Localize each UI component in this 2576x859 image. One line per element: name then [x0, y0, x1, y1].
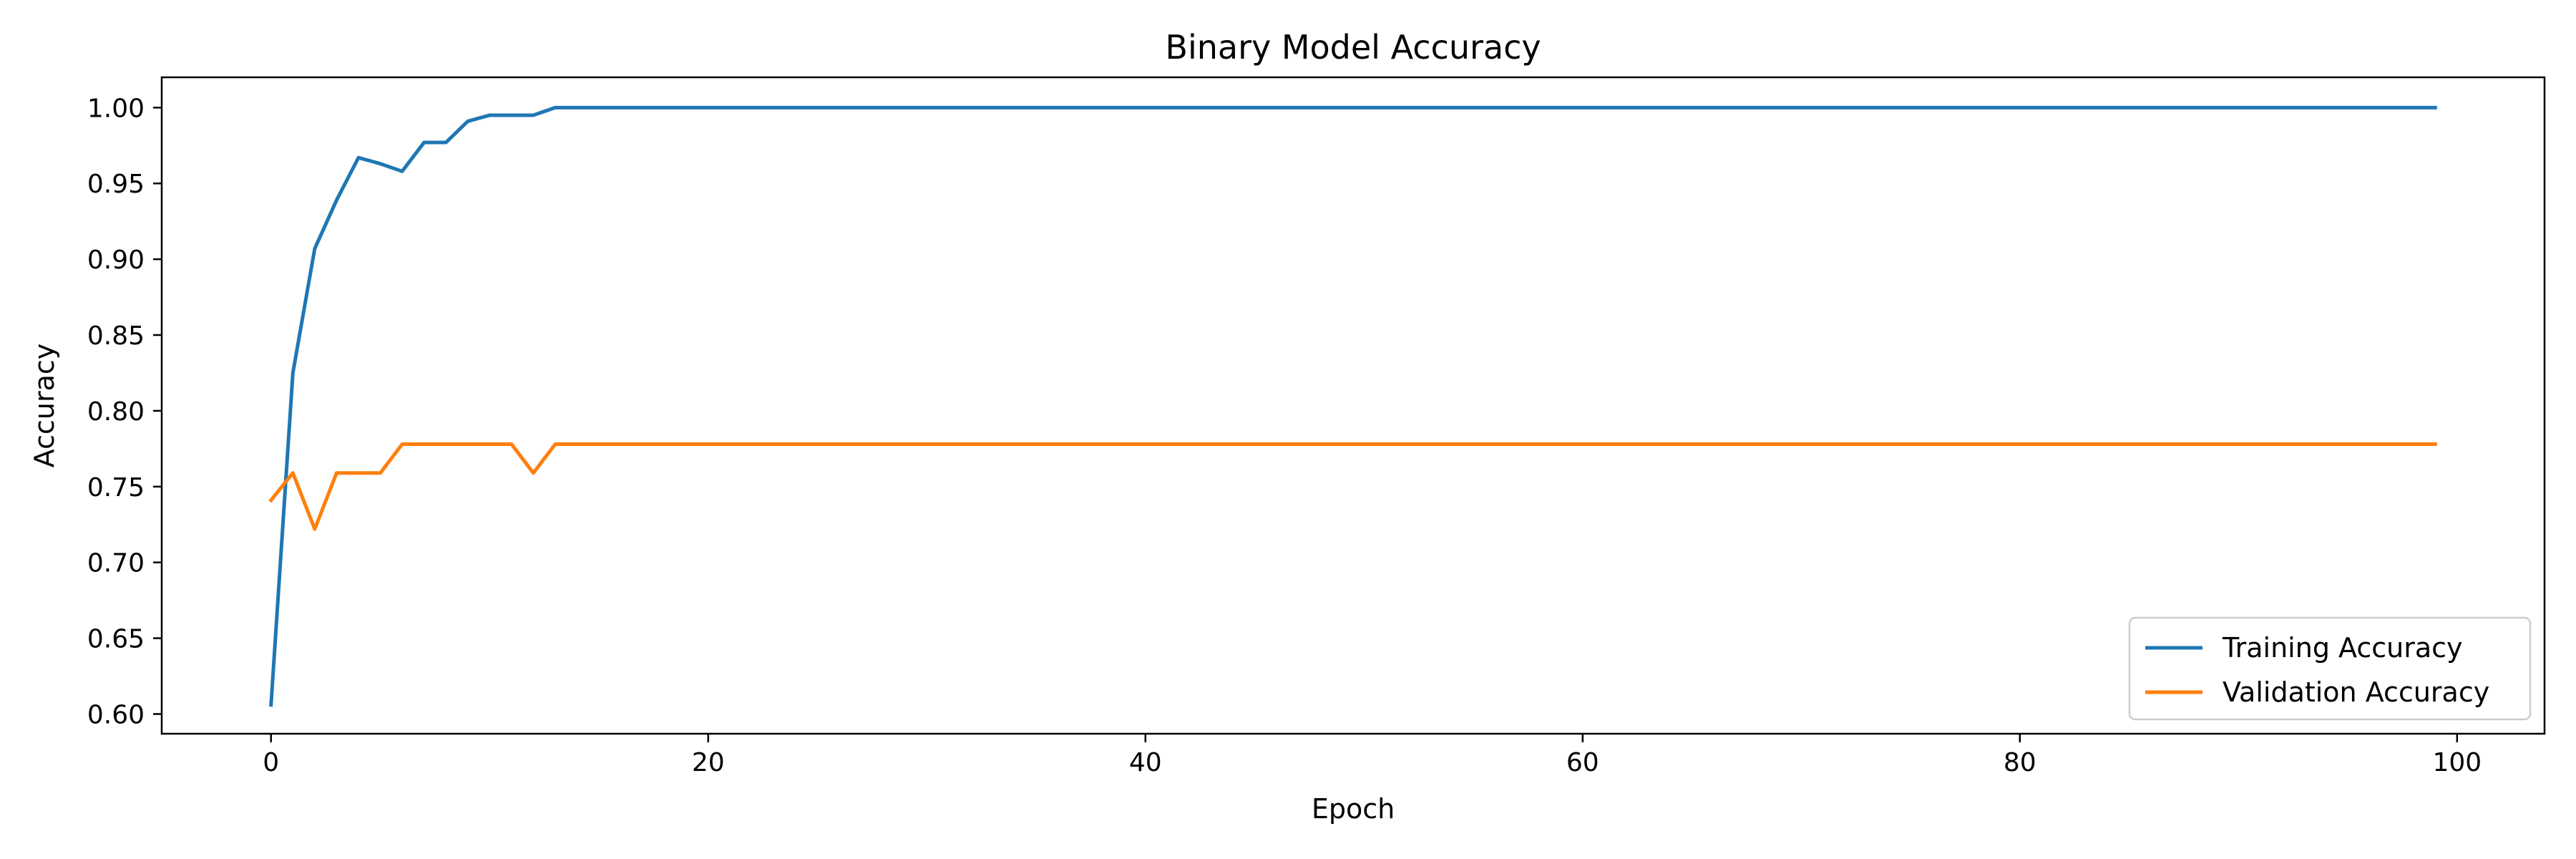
x-tick-label: 20 — [692, 748, 725, 777]
axes: 0 20 40 60 80 100 0.60 0.65 0.70 0.75 0.80 0.85 0.90… — [87, 76, 2546, 777]
legend-label: Validation Accuracy — [2223, 676, 2489, 708]
x-tick-label: 60 — [1566, 748, 1599, 777]
y-tick-label: 0.85 — [87, 321, 145, 351]
legend-label: Training Accuracy — [2222, 632, 2463, 664]
plot-area — [268, 105, 2437, 707]
series-line-training-accuracy — [269, 105, 2437, 707]
x-tick-label: 0 — [263, 748, 279, 777]
y-axis-title: Accuracy — [29, 344, 60, 468]
y-tick-label: 0.80 — [87, 397, 145, 427]
y-tick-label: 1.00 — [87, 94, 145, 123]
x-tick-label: 40 — [1129, 748, 1162, 777]
legend-box — [2128, 616, 2532, 721]
axes-frame — [160, 76, 2546, 735]
y-tick-label: 0.65 — [87, 625, 145, 654]
chart-title: Binary Model Accuracy — [1165, 28, 1541, 67]
y-tick-label: 0.70 — [87, 549, 145, 578]
x-tick-label: 80 — [2004, 748, 2036, 777]
y-tick-label: 0.90 — [87, 246, 145, 275]
y-tick-label: 0.75 — [87, 473, 145, 503]
y-tick-label: 0.95 — [87, 170, 145, 199]
x-axis-title: Epoch — [1312, 793, 1395, 825]
y-tick-label: 0.60 — [87, 700, 145, 729]
series-line-validation-accuracy — [268, 442, 2437, 531]
legend: Training Accuracy Validation Accuracy — [2128, 616, 2532, 721]
x-tick-label: 100 — [2432, 748, 2482, 777]
